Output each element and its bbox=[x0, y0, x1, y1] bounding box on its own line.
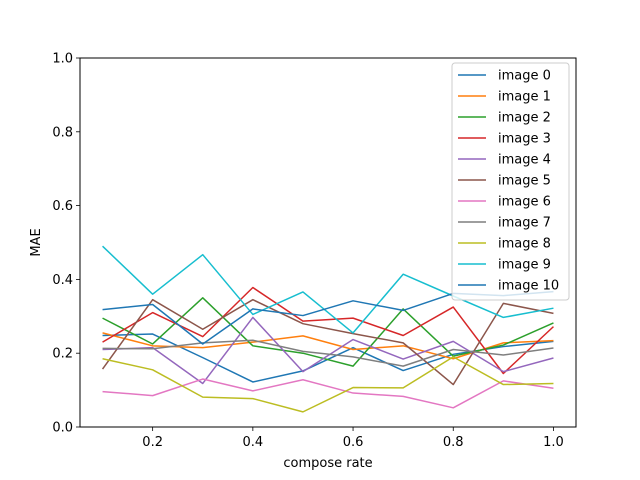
legend-label: image 5 bbox=[498, 174, 551, 189]
y-tick-label: 0.0 bbox=[52, 421, 73, 436]
series-line-image-6 bbox=[102, 378, 554, 409]
y-tick-label: 0.6 bbox=[52, 199, 73, 214]
legend-label: image 7 bbox=[498, 216, 551, 231]
series-line-image-2 bbox=[102, 297, 554, 367]
plot-frame bbox=[79, 57, 577, 428]
series-line-image-9 bbox=[102, 245, 554, 334]
legend-label: image 8 bbox=[498, 237, 551, 252]
x-axis: 0.2 0.4 0.6 0.8 1.0 bbox=[142, 427, 564, 450]
legend: image 0 image 1 image 2 image 3 image 4 image… bbox=[451, 62, 570, 301]
y-tick-label: 0.2 bbox=[52, 347, 73, 362]
x-tick-label: 1.0 bbox=[543, 435, 564, 450]
legend-label: image 2 bbox=[498, 111, 551, 126]
y-axis: 0.0 0.2 0.4 0.6 0.8 1.0 bbox=[52, 52, 80, 436]
x-tick-label: 0.4 bbox=[243, 435, 264, 450]
y-tick-label: 1.0 bbox=[52, 52, 73, 67]
series-line-image-4 bbox=[102, 316, 554, 385]
y-tick-label: 0.8 bbox=[52, 125, 73, 140]
x-tick-label: 0.6 bbox=[343, 435, 364, 450]
series-line-image-5 bbox=[101, 298, 554, 386]
plot-lines bbox=[101, 245, 554, 413]
x-tick-label: 0.2 bbox=[142, 435, 163, 450]
y-tick-label: 0.4 bbox=[52, 273, 73, 288]
x-axis-label: compose rate bbox=[283, 456, 372, 471]
y-axis-label: MAE bbox=[29, 228, 44, 256]
series-line-image-7 bbox=[102, 339, 554, 367]
legend-label: image 6 bbox=[498, 195, 551, 210]
series-line-image-8 bbox=[102, 356, 554, 413]
legend-box bbox=[451, 62, 570, 301]
legend-label: image 4 bbox=[498, 153, 551, 168]
legend-label: image 1 bbox=[498, 90, 551, 105]
x-tick-label: 0.8 bbox=[443, 435, 464, 450]
legend-label: image 0 bbox=[498, 69, 551, 84]
legend-label: image 9 bbox=[498, 258, 551, 273]
legend-label: image 3 bbox=[498, 132, 551, 147]
legend-label: image 10 bbox=[498, 279, 559, 294]
